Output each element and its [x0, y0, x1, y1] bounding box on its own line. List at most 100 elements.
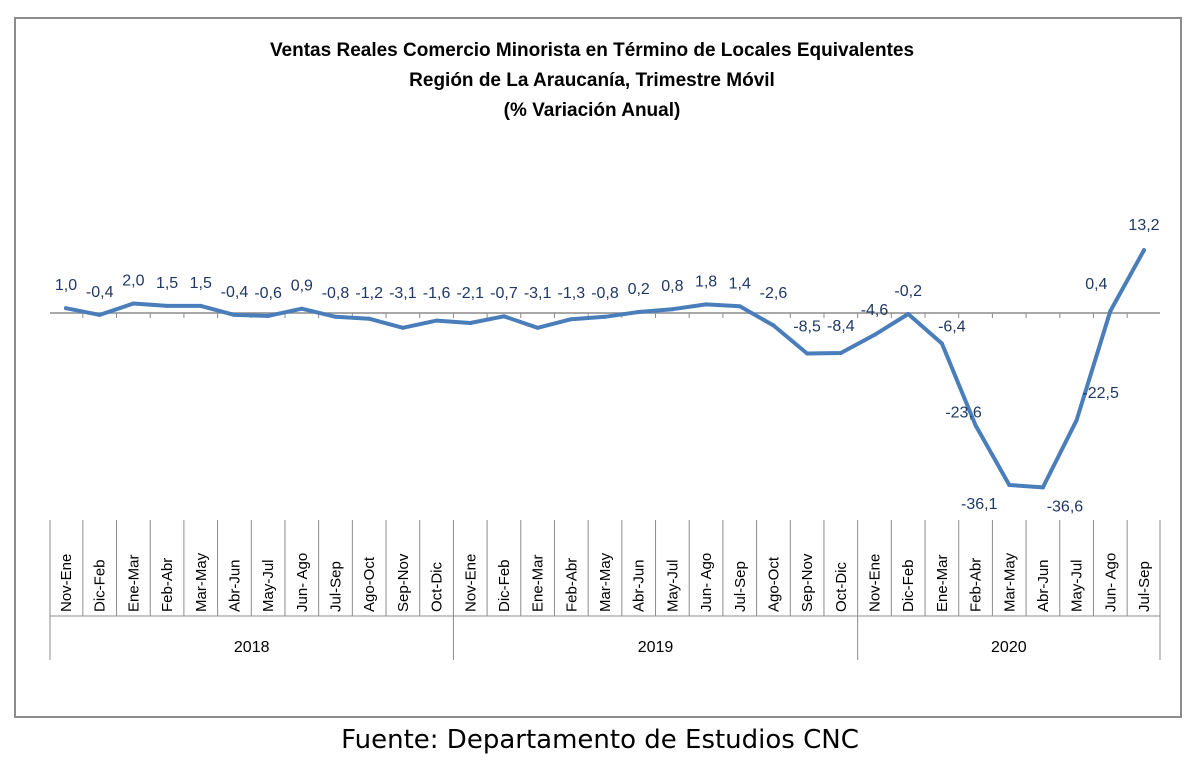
data-point	[1142, 248, 1146, 253]
data-point	[704, 302, 709, 307]
data-point	[333, 314, 338, 319]
category-label: May-Jul	[1069, 559, 1086, 612]
data-label: -0,4	[86, 284, 114, 301]
category-label: May-Jul	[260, 559, 277, 612]
category-label: Dic-Feb	[900, 559, 917, 612]
category-label: Mar-May	[597, 552, 614, 612]
data-label: -36,6	[1047, 498, 1084, 515]
category-label: Nov-Ene	[58, 554, 75, 612]
data-label: -4,6	[861, 302, 889, 319]
category-label: Ago-Oct	[361, 556, 378, 612]
category-label: Nov-Ene	[462, 554, 479, 612]
category-label: Abr-Jun	[631, 559, 648, 612]
chart-frame: Ventas Reales Comercio Minorista en Térm…	[14, 17, 1182, 718]
data-point	[198, 303, 203, 308]
data-point	[1040, 485, 1045, 490]
data-label: -0,7	[490, 285, 518, 302]
category-label: Sep-Nov	[799, 553, 816, 612]
data-point	[434, 318, 439, 323]
data-label: -23,6	[945, 404, 982, 421]
category-label: Jun- Ago	[1102, 553, 1119, 612]
category-label: Nov-Ene	[867, 554, 884, 612]
data-label: 1,4	[729, 275, 751, 292]
category-label: Oct-Dic	[429, 562, 446, 612]
data-point	[367, 316, 372, 321]
data-point	[266, 313, 271, 318]
data-point	[805, 351, 810, 356]
series-line-group	[64, 248, 1146, 490]
category-label: Jul-Sep	[1136, 561, 1153, 612]
data-label: -0,8	[591, 285, 619, 302]
data-label: 0,8	[661, 278, 683, 295]
category-label: Ene-Mar	[530, 554, 547, 612]
data-point	[165, 303, 170, 308]
category-label: Oct-Dic	[833, 562, 850, 612]
data-point	[569, 317, 574, 322]
data-label: 1,0	[55, 277, 77, 294]
data-label: -1,3	[558, 285, 586, 302]
data-label: -22,5	[1082, 385, 1119, 402]
data-label: 1,5	[190, 275, 212, 292]
data-point	[501, 314, 506, 319]
data-point	[838, 351, 843, 356]
category-label: Jun- Ago	[294, 553, 311, 612]
data-label: -1,6	[423, 285, 451, 302]
data-label: -3,1	[524, 285, 552, 302]
data-point	[468, 321, 473, 326]
category-label: Abr-Jun	[226, 559, 243, 612]
category-label: Mar-May	[1001, 552, 1018, 612]
data-point	[603, 314, 607, 319]
chart-title-line-2: Región de La Araucanía, Trimestre Móvil	[409, 70, 775, 91]
data-label: 1,8	[695, 273, 717, 290]
category-label: Abr-Jun	[1035, 559, 1052, 612]
category-label: Ago-Oct	[765, 556, 782, 612]
chart-title-line-1: Ventas Reales Comercio Minorista en Térm…	[270, 40, 914, 61]
chart-title-line-3: (% Variación Anual)	[504, 100, 681, 121]
data-label: -0,4	[221, 284, 249, 301]
data-point	[906, 311, 911, 316]
category-label: Sep-Nov	[395, 553, 412, 612]
data-point	[299, 306, 304, 311]
data-label: -6,4	[938, 318, 966, 335]
category-label: Mar-May	[193, 552, 210, 612]
category-axis-labels: Nov-Ene Dic-Feb Ene-Mar Feb-Abr Mar-May Abr-J…	[58, 552, 1153, 656]
data-label: 2,0	[122, 272, 144, 289]
data-label: -3,1	[389, 285, 417, 302]
data-label: 13,2	[1128, 217, 1159, 234]
data-point	[400, 325, 405, 330]
data-label: 0,4	[1085, 276, 1107, 293]
data-label: -8,5	[793, 318, 821, 335]
data-point	[1007, 483, 1012, 487]
data-point	[737, 304, 742, 309]
data-label: -0,8	[322, 285, 350, 302]
data-point	[232, 312, 237, 317]
data-label: 0,9	[291, 278, 313, 295]
chart-axes	[49, 312, 1161, 660]
category-label: Jul-Sep	[732, 561, 749, 612]
chart-title: Ventas Reales Comercio Minorista en Térm…	[270, 40, 914, 121]
data-point	[636, 310, 641, 315]
category-label: Dic-Feb	[496, 559, 513, 612]
category-label: Ene-Mar	[934, 554, 951, 612]
year-group-label: 2020	[991, 639, 1027, 656]
category-label: Ene-Mar	[125, 554, 142, 612]
data-point	[64, 306, 68, 311]
category-label: Jun- Ago	[698, 553, 715, 612]
data-label: -8,4	[827, 318, 855, 335]
data-point	[973, 423, 978, 428]
year-group-label: 2019	[638, 639, 674, 656]
category-label: Dic-Feb	[92, 559, 109, 612]
line-chart: Ventas Reales Comercio Minorista en Térm…	[49, 40, 1161, 660]
data-point	[872, 332, 877, 337]
data-label: -36,1	[961, 496, 998, 513]
category-label: Jul-Sep	[328, 561, 345, 612]
data-label: -1,2	[355, 285, 383, 302]
category-label: Feb-Abr	[968, 558, 985, 612]
year-group-label: 2018	[234, 639, 270, 656]
category-label: Feb-Abr	[563, 558, 580, 612]
data-point	[771, 323, 776, 328]
data-label: -2,1	[456, 285, 484, 302]
data-point	[670, 307, 675, 312]
data-label: -2,6	[760, 285, 788, 302]
data-point	[131, 301, 136, 306]
